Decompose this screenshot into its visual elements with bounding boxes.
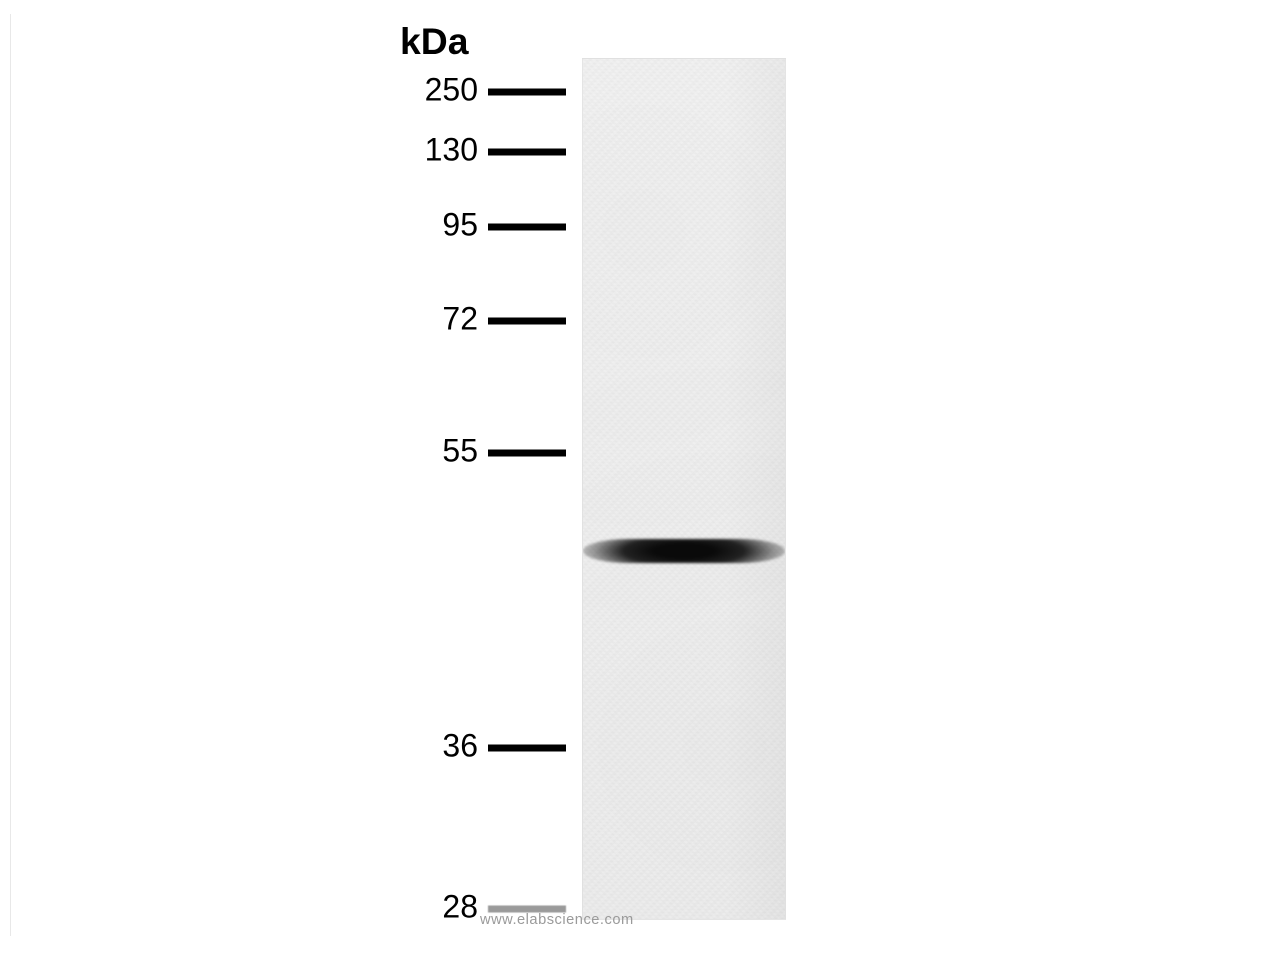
mw-marker-label: 55 bbox=[442, 433, 478, 470]
mw-marker-label: 36 bbox=[442, 728, 478, 765]
mw-marker-label: 95 bbox=[442, 207, 478, 244]
protein-band bbox=[583, 539, 785, 563]
unit-label: kDa bbox=[400, 20, 468, 63]
watermark-text: www.elabscience.com bbox=[480, 912, 634, 928]
mw-marker-tick bbox=[488, 318, 566, 325]
western-blot-figure: kDa 250 130 95 72 55 36 28 www.elabscience.com bbox=[0, 0, 1280, 955]
blot-lane bbox=[582, 58, 786, 920]
mw-marker-tick bbox=[488, 450, 566, 457]
mw-marker-tick bbox=[488, 149, 566, 156]
edge-hairline bbox=[10, 14, 11, 936]
mw-marker-tick bbox=[488, 745, 566, 752]
mw-marker-tick bbox=[488, 224, 566, 231]
mw-marker-label: 28 bbox=[442, 889, 478, 926]
mw-marker-label: 130 bbox=[425, 132, 478, 169]
mw-marker-label: 250 bbox=[425, 72, 478, 109]
mw-marker-label: 72 bbox=[442, 301, 478, 338]
mw-marker-tick bbox=[488, 89, 566, 96]
